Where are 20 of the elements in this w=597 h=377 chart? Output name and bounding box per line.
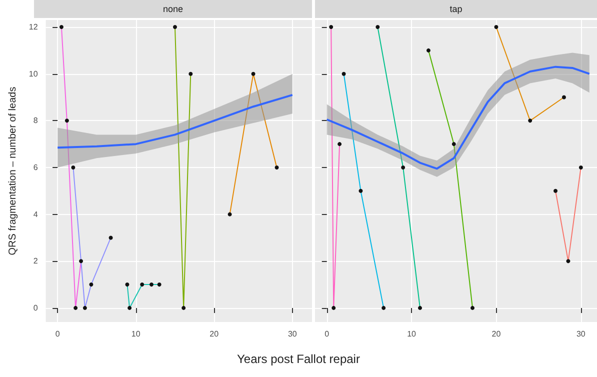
y-tick-label: 0 bbox=[33, 303, 38, 312]
y-tick-label: 8 bbox=[33, 116, 38, 126]
chart-title: none bbox=[162, 4, 184, 14]
x-tick-label: 20 bbox=[210, 330, 220, 338]
y-tick-label: 2 bbox=[33, 256, 38, 266]
x-axis-title: Years post Fallot repair bbox=[236, 352, 361, 366]
y-tick-label: 4 bbox=[33, 210, 38, 219]
x-tick-label: 20 bbox=[492, 330, 502, 338]
y-tick-label: 12 bbox=[28, 22, 38, 32]
x-tick-label: 10 bbox=[131, 330, 141, 338]
line-series bbox=[56, 94, 294, 149]
x-tick-label: 30 bbox=[576, 330, 586, 338]
x-tick-label: 10 bbox=[407, 330, 417, 338]
y-axis-title: QRS fragmentation – number of leads bbox=[8, 86, 18, 256]
x-tick-label: 30 bbox=[288, 330, 298, 338]
x-tick-label: 0 bbox=[55, 330, 60, 338]
chart-title: tap bbox=[450, 4, 462, 14]
y-tick-label: 6 bbox=[33, 162, 38, 172]
y-tick-label: 10 bbox=[28, 69, 38, 78]
x-tick-label: 0 bbox=[324, 330, 330, 338]
